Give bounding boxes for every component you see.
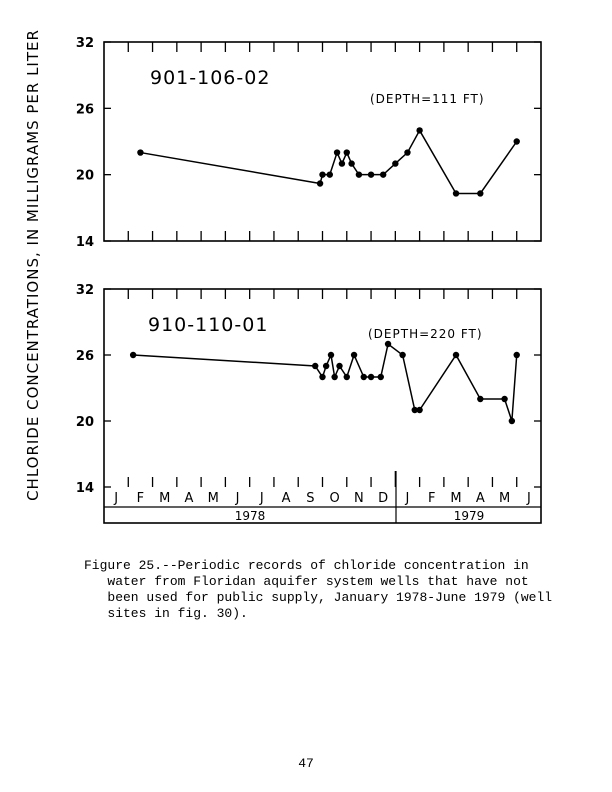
data-point bbox=[343, 149, 350, 156]
data-point bbox=[367, 373, 375, 381]
data-point bbox=[508, 417, 516, 425]
month-label: F bbox=[137, 491, 144, 506]
month-label: D bbox=[378, 491, 388, 506]
month-label: A bbox=[282, 491, 291, 506]
data-point bbox=[452, 190, 460, 197]
data-point bbox=[513, 138, 520, 145]
data-point bbox=[452, 351, 460, 359]
y-tick-labels: 14 20 26 32 bbox=[76, 36, 94, 250]
data-point bbox=[399, 351, 406, 359]
y-tick-label: 32 bbox=[76, 36, 94, 51]
data-point bbox=[137, 149, 144, 156]
year-label-1978: 1978 bbox=[235, 509, 266, 523]
data-point bbox=[416, 406, 423, 414]
month-label: N bbox=[354, 491, 364, 506]
tick-marks bbox=[104, 288, 541, 488]
data-points bbox=[137, 127, 520, 197]
y-axis-label: CHLORIDE CONCENTRATIONS, IN MILLIGRAMS P… bbox=[24, 29, 42, 501]
panel-title: 901-106-02 bbox=[150, 67, 270, 89]
tick-marks bbox=[104, 41, 541, 242]
y-tick-label: 32 bbox=[76, 283, 94, 298]
depth-annotation: (DEPTH=111 FT) bbox=[370, 92, 485, 106]
month-label: J bbox=[405, 491, 410, 506]
month-label: M bbox=[159, 491, 170, 506]
y-tick-label: 14 bbox=[76, 235, 94, 250]
panel-901-106-02: 901-106-02 (DEPTH=111 FT) 14 20 26 32 bbox=[76, 36, 542, 250]
data-point bbox=[316, 180, 324, 187]
data-point bbox=[355, 171, 363, 178]
month-label: M bbox=[208, 491, 219, 506]
data-point bbox=[343, 373, 350, 381]
depth-annotation: (DEPTH=220 FT) bbox=[368, 327, 483, 341]
figure-caption: Figure 25.--Periodic records of chloride… bbox=[84, 558, 553, 621]
y-tick-label: 20 bbox=[76, 169, 94, 184]
series-line bbox=[133, 342, 518, 422]
data-point bbox=[501, 395, 508, 403]
month-label: O bbox=[330, 491, 340, 506]
data-point bbox=[333, 149, 341, 156]
month-label: A bbox=[476, 491, 485, 506]
data-point bbox=[326, 171, 333, 178]
data-point bbox=[377, 373, 384, 381]
month-label: J bbox=[235, 491, 240, 506]
month-label: M bbox=[499, 491, 510, 506]
month-label: J bbox=[526, 491, 531, 506]
data-point bbox=[319, 171, 326, 178]
y-tick-label: 26 bbox=[76, 349, 94, 364]
data-point bbox=[513, 351, 520, 359]
month-label: M bbox=[450, 491, 461, 506]
data-point bbox=[379, 171, 387, 178]
panel-title: 910-110-01 bbox=[148, 314, 268, 336]
data-point bbox=[319, 373, 326, 381]
month-label: J bbox=[259, 491, 264, 506]
data-point bbox=[477, 395, 484, 403]
series-line bbox=[140, 128, 518, 195]
data-point bbox=[331, 373, 338, 381]
data-point bbox=[404, 149, 411, 156]
y-tick-label: 14 bbox=[76, 481, 94, 496]
y-tick-labels: 14 20 26 32 bbox=[76, 283, 94, 496]
data-point bbox=[338, 160, 346, 167]
data-point bbox=[416, 127, 423, 134]
data-point bbox=[392, 160, 399, 167]
data-point bbox=[411, 406, 418, 414]
y-tick-label: 20 bbox=[76, 415, 94, 430]
data-point bbox=[360, 373, 367, 381]
data-points bbox=[129, 340, 520, 425]
data-point bbox=[129, 351, 137, 359]
month-label: S bbox=[306, 491, 314, 506]
data-point bbox=[322, 362, 330, 370]
data-point bbox=[384, 340, 392, 348]
data-point bbox=[367, 171, 375, 178]
data-point bbox=[336, 362, 343, 370]
chloride-chart-figure: CHLORIDE CONCENTRATIONS, IN MILLIGRAMS P… bbox=[24, 29, 542, 524]
year-label-1979: 1979 bbox=[454, 509, 485, 523]
y-tick-label: 26 bbox=[76, 102, 94, 117]
data-point bbox=[350, 351, 358, 359]
month-label: A bbox=[185, 491, 194, 506]
data-point bbox=[477, 190, 484, 197]
month-label: J bbox=[113, 491, 118, 506]
data-point bbox=[312, 362, 319, 370]
data-point bbox=[348, 160, 355, 167]
data-point bbox=[327, 351, 335, 359]
page-number: 47 bbox=[298, 756, 314, 771]
month-label: F bbox=[428, 491, 435, 506]
